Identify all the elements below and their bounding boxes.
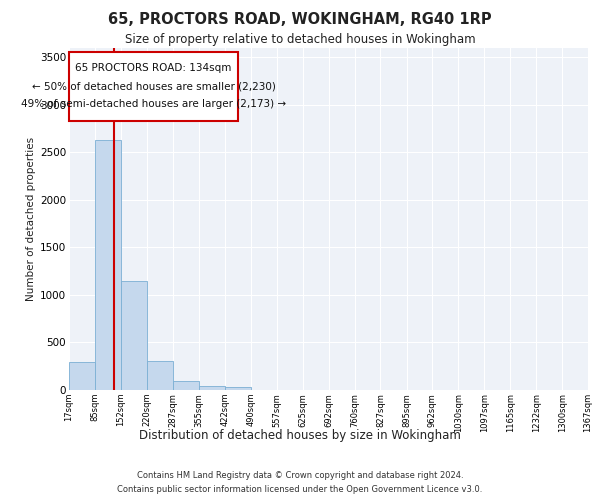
Bar: [121, 280, 147, 390]
Bar: [95, 140, 121, 390]
Bar: [173, 381, 199, 390]
Text: 65, PROCTORS ROAD, WOKINGHAM, RG40 1RP: 65, PROCTORS ROAD, WOKINGHAM, RG40 1RP: [108, 12, 492, 28]
FancyBboxPatch shape: [69, 52, 238, 121]
Text: 65 PROCTORS ROAD: 134sqm: 65 PROCTORS ROAD: 134sqm: [76, 63, 232, 73]
Bar: [147, 362, 173, 390]
Text: 49% of semi-detached houses are larger (2,173) →: 49% of semi-detached houses are larger (…: [21, 99, 286, 109]
Bar: [199, 386, 224, 390]
Text: Contains HM Land Registry data © Crown copyright and database right 2024.
Contai: Contains HM Land Registry data © Crown c…: [118, 472, 482, 494]
Text: Distribution of detached houses by size in Wokingham: Distribution of detached houses by size …: [139, 430, 461, 442]
Text: Size of property relative to detached houses in Wokingham: Size of property relative to detached ho…: [125, 32, 475, 46]
Y-axis label: Number of detached properties: Number of detached properties: [26, 136, 36, 301]
Bar: [224, 387, 251, 390]
Bar: [69, 362, 95, 390]
Text: ← 50% of detached houses are smaller (2,230): ← 50% of detached houses are smaller (2,…: [32, 82, 275, 92]
